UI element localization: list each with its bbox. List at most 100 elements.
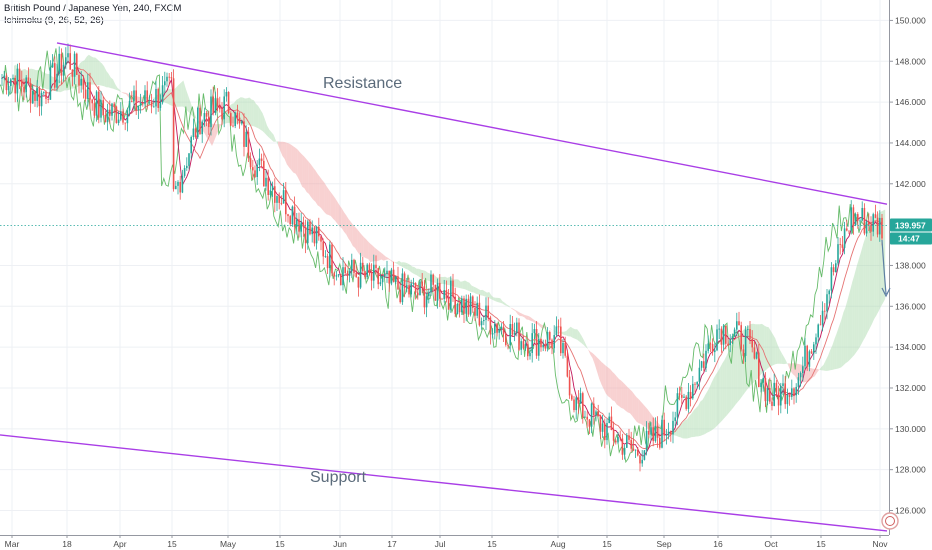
candle-body <box>782 383 784 387</box>
cloud-segment <box>592 353 595 365</box>
candle-body <box>216 98 219 107</box>
cloud-segment <box>427 272 430 282</box>
cloud-segment <box>117 87 120 92</box>
cloud-segment <box>830 345 833 371</box>
cloud-segment <box>823 360 826 371</box>
cloud-segment <box>537 321 540 327</box>
candle-body <box>313 227 316 244</box>
candle-body <box>95 91 98 116</box>
candle-body <box>126 110 129 124</box>
cloud-segment <box>104 66 107 88</box>
candle-body <box>172 78 175 190</box>
candle-body <box>212 96 214 113</box>
cloud-segment <box>412 266 415 275</box>
cloud-segment <box>416 268 419 277</box>
cloud-segment <box>506 304 509 307</box>
candle-body <box>705 350 707 368</box>
candle-body <box>439 282 441 299</box>
candle-body <box>183 168 186 176</box>
candle-body <box>203 113 206 122</box>
tradingview-logo-icon <box>881 512 899 530</box>
price-tick-label: 134.000 <box>895 342 926 352</box>
candle-body <box>445 290 448 299</box>
cloud-segment <box>152 97 155 100</box>
candle-body <box>34 90 36 101</box>
candle-body <box>71 69 74 77</box>
candle-body <box>804 345 806 367</box>
cloud-segment <box>814 368 817 377</box>
candle-body <box>3 75 5 78</box>
candle-body <box>685 396 687 409</box>
candle-body <box>667 431 670 436</box>
candle-body <box>148 101 151 103</box>
candle-body <box>652 427 654 442</box>
candle-body <box>476 302 478 316</box>
cloud-segment <box>401 262 404 268</box>
resistance-trendline <box>56 42 888 205</box>
candle-body <box>100 100 102 118</box>
candle-body <box>683 396 685 398</box>
cloud-segment <box>764 325 767 372</box>
cloud-segment <box>119 89 122 93</box>
candle-body <box>637 449 639 456</box>
cloud-segment <box>773 334 776 366</box>
candle-body <box>139 103 142 106</box>
candle-body <box>832 267 835 273</box>
candle-body <box>456 303 459 314</box>
cloud-segment <box>680 422 683 439</box>
time-scale[interactable] <box>0 535 889 550</box>
cloud-segment <box>284 142 287 165</box>
cloud-segment <box>335 198 338 224</box>
candle-body <box>491 333 494 335</box>
candle-body <box>214 98 217 113</box>
candle-body <box>797 377 800 387</box>
candle-body <box>872 214 874 232</box>
cloud-segment <box>597 357 600 379</box>
cloud-segment <box>379 251 382 261</box>
candle-body <box>608 416 610 424</box>
cloud-segment <box>718 367 721 425</box>
candle-body <box>113 103 115 107</box>
candle-body <box>645 430 648 451</box>
candle-body <box>188 153 190 166</box>
candle-body <box>159 102 162 108</box>
price-scale[interactable] <box>889 0 932 535</box>
cloud-segment <box>704 391 707 435</box>
candle-body <box>672 420 674 435</box>
candle-body <box>232 125 234 127</box>
candle-body <box>89 82 91 100</box>
candle-body <box>60 53 63 76</box>
cloud-segment <box>612 371 615 402</box>
candle-body <box>454 296 456 314</box>
candle-body <box>533 329 536 334</box>
candle-body <box>399 289 401 303</box>
cloud-segment <box>746 325 749 391</box>
cloud-segment <box>31 68 34 86</box>
candle-body <box>766 387 769 402</box>
candle-body <box>810 351 813 354</box>
candle-body <box>604 423 606 441</box>
candle-body <box>694 383 696 385</box>
candle-body <box>340 274 342 286</box>
candle-body <box>733 329 736 337</box>
candle-body <box>725 325 727 344</box>
candle-body <box>632 448 635 451</box>
candle-body <box>687 391 690 409</box>
cloud-segment <box>733 337 736 408</box>
candle-body <box>210 96 212 128</box>
candle-body <box>474 307 476 316</box>
candle-body <box>830 267 833 291</box>
time-tick-label: Jul <box>435 539 446 549</box>
cloud-segment <box>533 319 536 324</box>
candle-body <box>271 186 274 191</box>
candle-body <box>577 397 580 404</box>
candle-body <box>62 64 65 76</box>
candle-body <box>663 419 665 436</box>
candle-body <box>753 347 756 359</box>
candle-body <box>131 100 133 102</box>
candle-body <box>656 425 659 438</box>
candle-body <box>848 230 850 232</box>
conversion-line <box>1 60 883 457</box>
